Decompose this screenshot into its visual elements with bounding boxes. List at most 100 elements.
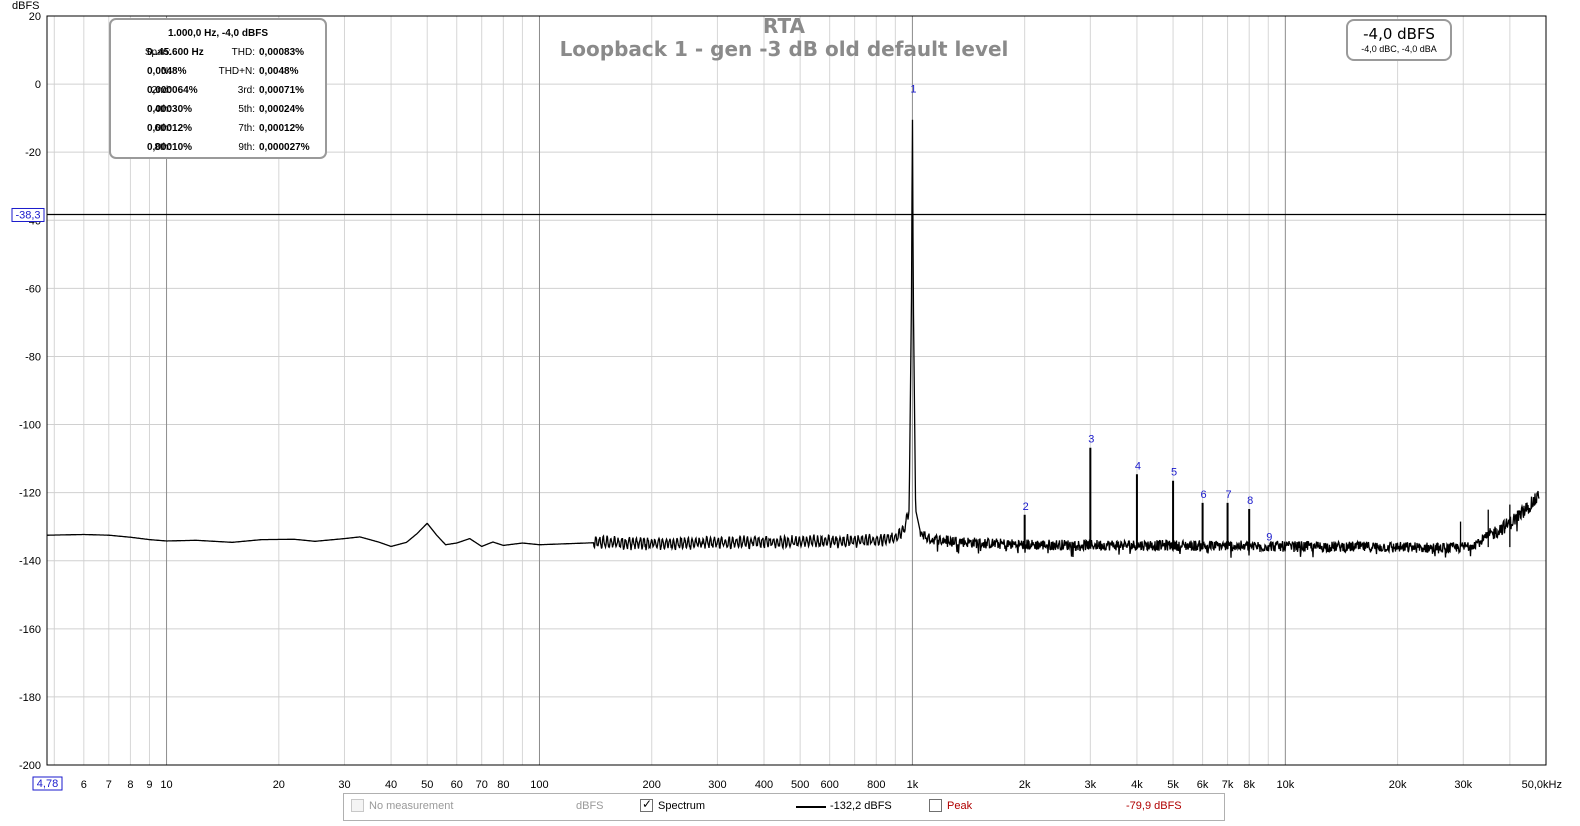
- harmonic-label: 5: [1171, 467, 1177, 479]
- harmonic-label: 2: [1023, 501, 1029, 513]
- harmonic-labels: 1 2 3 4 5 6 7 8 9: [910, 84, 1272, 544]
- harmonic-label: 6: [1201, 489, 1207, 501]
- x-tick-label: 30k: [1454, 779, 1472, 791]
- cursor-value: -38,3: [15, 209, 40, 221]
- info-value: 0,000064%: [147, 85, 198, 96]
- x-tick-label: 8: [127, 779, 133, 791]
- no-measurement-checkbox[interactable]: [351, 799, 364, 812]
- peak-checkbox[interactable]: [929, 799, 942, 812]
- info-value: 0,00012%: [147, 123, 193, 134]
- y-tick-label: -20: [25, 147, 41, 159]
- spectrum-value: -132,2 dBFS: [830, 800, 892, 812]
- cursor-value-box: [11, 207, 45, 222]
- x-tick-label: 60: [451, 779, 463, 791]
- harmonic-label: 9: [1266, 531, 1272, 543]
- y-tick-label: -100: [19, 420, 41, 432]
- info-value: 0,0048%: [259, 66, 299, 77]
- plot-frame: [46, 15, 1547, 766]
- x-tick-label: 50,0kHz: [1522, 779, 1562, 791]
- info-value: 0..45.600 Hz: [147, 47, 204, 58]
- x-tick-label: 600: [820, 779, 838, 791]
- y-tick-label: 0: [35, 79, 41, 91]
- level-sub: -4,0 dBC, -4,0 dBA: [1361, 44, 1437, 54]
- info-label: N:: [161, 66, 171, 77]
- y-axis-label: dBFS: [12, 0, 40, 12]
- y-tick-label: -120: [19, 488, 41, 500]
- info-value: 0,00024%: [259, 104, 305, 115]
- y-tick-label: -80: [25, 351, 41, 363]
- x-tick-label: 100: [530, 779, 548, 791]
- x-tick-label: 20: [273, 779, 285, 791]
- y-tick-label: -140: [19, 556, 41, 568]
- chart-title: RTA: [763, 14, 806, 38]
- harmonic-label: 3: [1088, 434, 1094, 446]
- x-tick-label: 7k: [1222, 779, 1234, 791]
- spectrum-line: [47, 119, 1540, 558]
- info-row: N: 0,0048% THD+N: 0,0048%: [111, 66, 325, 80]
- no-measurement-unit: dBFS: [576, 800, 604, 812]
- x-tick-label: 6k: [1197, 779, 1209, 791]
- x-tick-label: 500: [791, 779, 809, 791]
- x-tick-label: 4k: [1131, 779, 1143, 791]
- info-label: THD:: [231, 47, 255, 58]
- x-tick-label: 10k: [1276, 779, 1294, 791]
- x-tick-label: 300: [708, 779, 726, 791]
- x-tick-label: 20k: [1389, 779, 1407, 791]
- x-tick-label: 3k: [1085, 779, 1097, 791]
- distortion-info-box: 1.000,0 Hz, -4,0 dBFS Span: 0..45.600 Hz T…: [109, 18, 327, 159]
- info-label: 4th:: [154, 104, 171, 115]
- x-tick-label: 9: [146, 779, 152, 791]
- info-value: 0,000027%: [259, 142, 310, 153]
- y-tick-label: -160: [19, 624, 41, 636]
- x-tick-label: 2k: [1019, 779, 1031, 791]
- info-label: 7th:: [238, 123, 255, 134]
- spectrum-line-swatch: [796, 806, 826, 808]
- x-tick-label: 8k: [1243, 779, 1255, 791]
- y-tick-labels: 200-20-40-60-80-100-120-140-160-180-200: [19, 11, 41, 772]
- info-value: 0,00030%: [147, 104, 193, 115]
- harmonic-label: 7: [1226, 489, 1232, 501]
- info-label: 8th:: [154, 142, 171, 153]
- harmonic-label: 1: [910, 84, 916, 96]
- x-tick-label: 80: [497, 779, 509, 791]
- y-tick-label: -200: [19, 760, 41, 772]
- info-label: 9th:: [238, 142, 255, 153]
- info-header: 1.000,0 Hz, -4,0 dBFS: [167, 28, 269, 39]
- info-row: 2nd: 0,000064% 3rd: 0,00071%: [111, 85, 325, 99]
- spectrum-checkbox[interactable]: ✓: [640, 797, 653, 812]
- y-tick-label: -180: [19, 692, 41, 704]
- x-tick-label: 1k: [907, 779, 919, 791]
- info-label: Span:: [144, 47, 171, 58]
- x-tick-label: 200: [643, 779, 661, 791]
- peak-value: -79,9 dBFS: [1126, 800, 1182, 812]
- x-tick-label: 5k: [1167, 779, 1179, 791]
- peak-label: Peak: [947, 800, 973, 812]
- x-start-box: [32, 776, 63, 791]
- info-label: THD+N:: [218, 66, 255, 77]
- harmonic-label: 4: [1135, 460, 1141, 472]
- level-cursor[interactable]: -38,3: [11, 207, 1546, 222]
- x-tick-label: 6: [81, 779, 87, 791]
- x-tick-label: 7: [106, 779, 112, 791]
- info-row: 8th: 0,00010% 9th: 0,000027%: [111, 142, 325, 156]
- info-label: 5th:: [238, 104, 255, 115]
- level-readout: -4,0 dBFS -4,0 dBC, -4,0 dBA: [1346, 19, 1452, 61]
- level-main: -4,0 dBFS: [1363, 25, 1435, 43]
- x-tick-label: 10: [160, 779, 172, 791]
- info-value: 0,00010%: [147, 142, 193, 153]
- no-measurement-label: No measurement: [369, 800, 454, 812]
- x-tick-label: 50: [421, 779, 433, 791]
- info-row: Span: 0..45.600 Hz THD: 0,00083%: [111, 47, 325, 61]
- spectrum-label: Spectrum: [658, 800, 706, 812]
- x-tick-label: 400: [755, 779, 773, 791]
- x-tick-label: 70: [476, 779, 488, 791]
- y-tick-label: -60: [25, 283, 41, 295]
- grid-major: [166, 16, 1286, 765]
- x-tick-label: 30: [338, 779, 350, 791]
- harmonic-label: 8: [1247, 495, 1253, 507]
- info-value: 0,00071%: [259, 85, 305, 96]
- x-tick-labels: 4,78 6 7 8 9 10 20 30 40 50 60 70 80 100 200 300 400 500 6…: [32, 776, 1562, 791]
- info-row: 6th: 0,00012% 7th: 0,00012%: [111, 123, 325, 137]
- info-value: 0,00012%: [259, 123, 305, 134]
